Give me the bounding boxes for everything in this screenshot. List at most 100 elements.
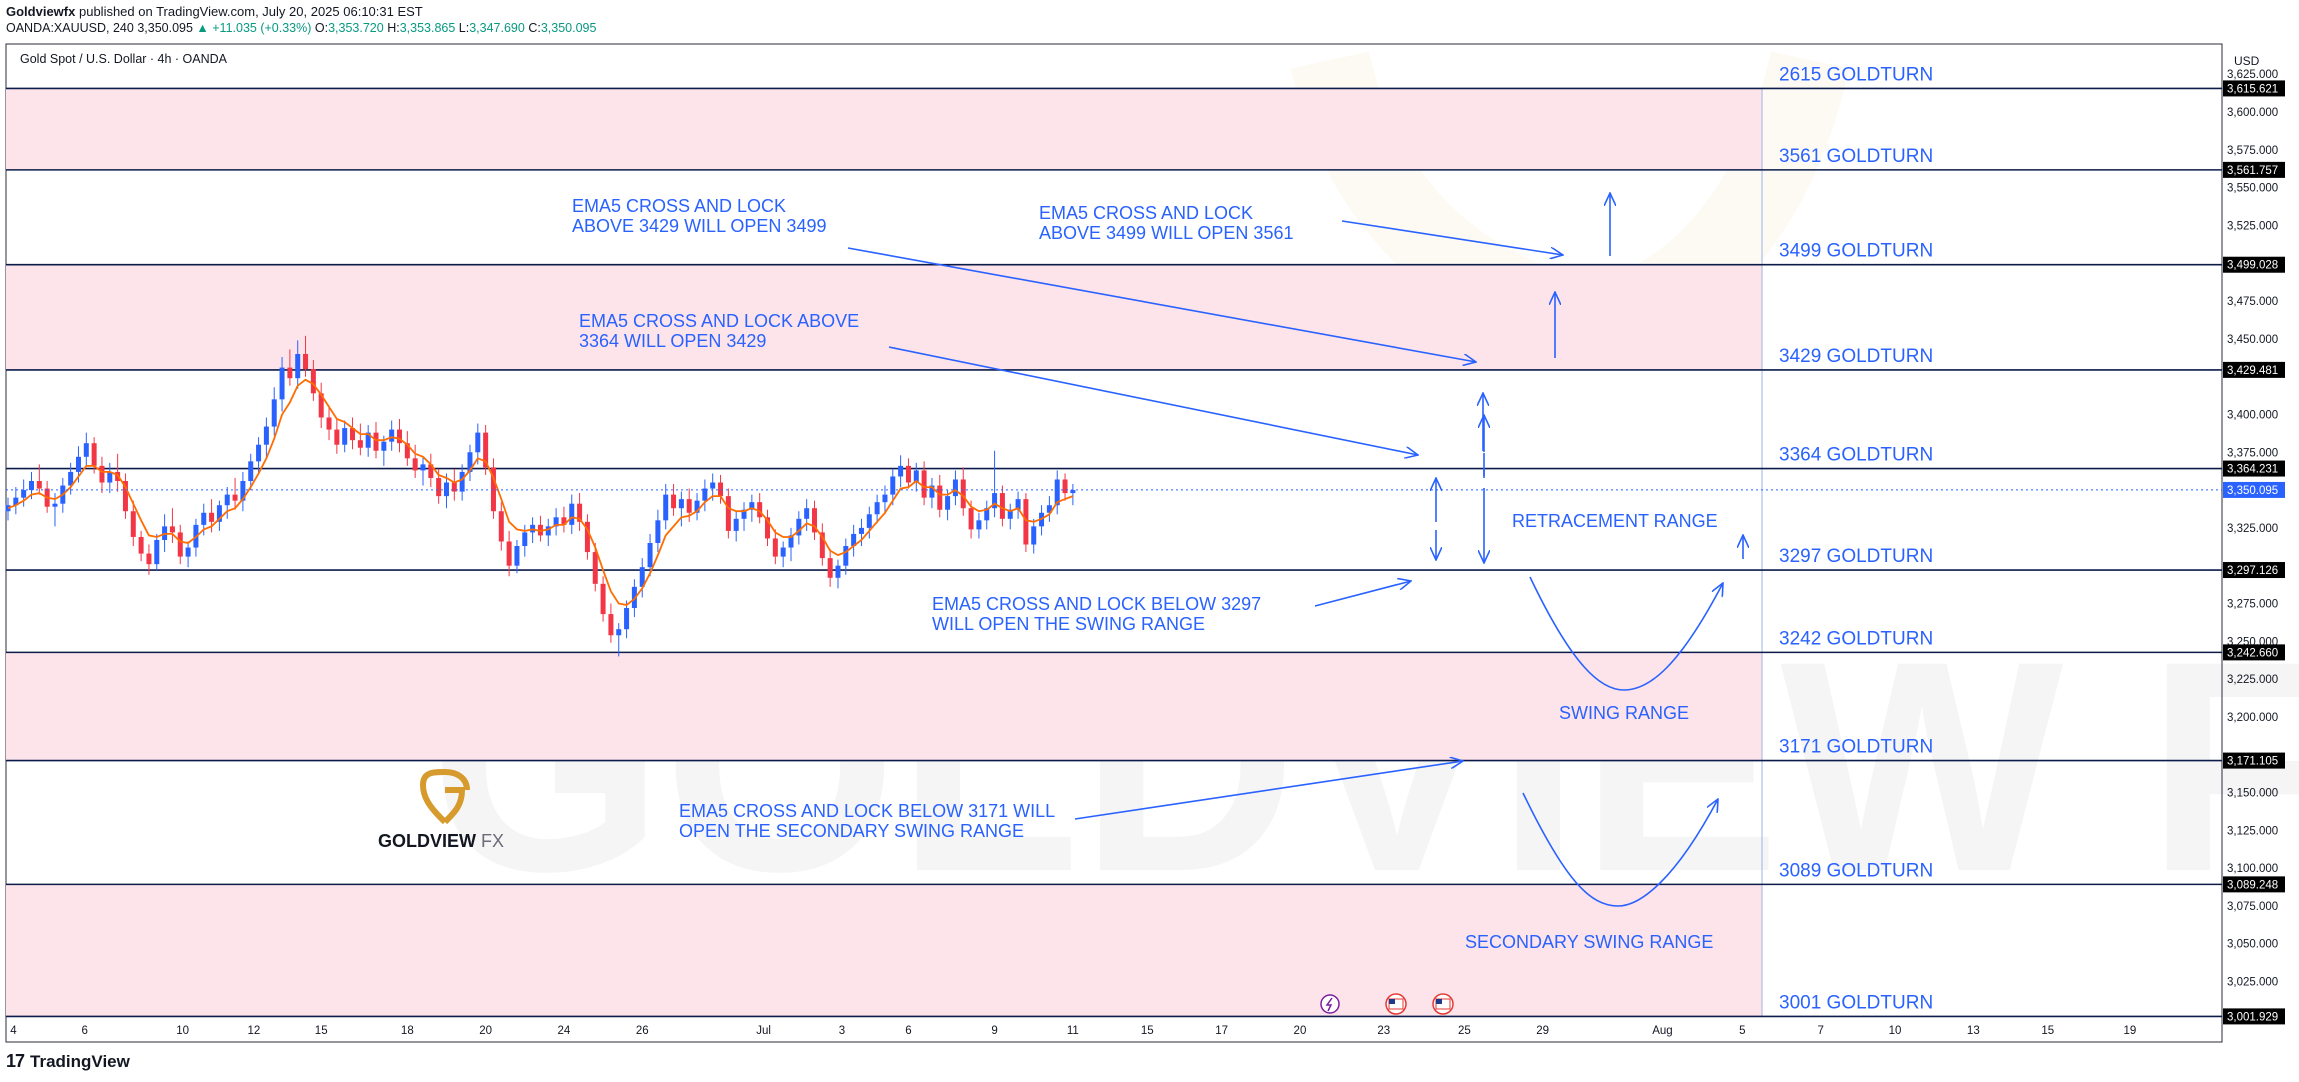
time-tick-label: 3 [839,1025,845,1037]
candle-body [921,470,927,498]
goldturn-label-7: 3171 GOLDTURN [1779,737,1933,758]
last-price: 3,350.095 [137,21,193,35]
goldturn-label-2: 3499 GOLDTURN [1779,241,1933,262]
candle-body [365,432,371,448]
time-tick-label: 17 [1215,1025,1228,1037]
arrow-to-3364 [888,346,1418,455]
time-tick-label: 13 [1967,1025,1980,1037]
candle-body [240,481,246,501]
lightning-event-icon[interactable] [1320,994,1340,1014]
time-tick-label: 15 [1141,1025,1154,1037]
goldturn-label-9: 3001 GOLDTURN [1779,992,1933,1013]
candle-body [169,526,175,533]
candle-body [91,443,97,466]
price-axis[interactable]: 3,625.000 3,600.000 3,575.000 3,550.000 3,52… [2227,69,2278,988]
time-tick-label: 20 [479,1025,492,1037]
candle-body [436,477,442,497]
candle-body [968,508,974,530]
time-tick-label: 6 [82,1025,88,1037]
level-price-tag-text-3: 3,429.481 [2227,365,2278,377]
candle-body [287,367,293,379]
candle-body [592,552,598,584]
candle-body [1007,509,1013,519]
secondary-swing-range-label: SECONDARY SWING RANGE [1465,932,1713,952]
price-tick-label: 3,075.000 [2227,901,2278,913]
tradingview-brand: TradingView [30,1051,130,1071]
candle-body [154,539,160,565]
candle-body [248,461,254,482]
candle-body [443,482,449,497]
candle-body [992,493,998,509]
candle-body [796,518,802,536]
time-tick-label: Aug [1652,1025,1672,1037]
goldturn-label-8: 3089 GOLDTURN [1779,860,1933,881]
candle-body [741,509,747,519]
tradingview-mark-icon: 17 [6,1051,25,1071]
candle-body [185,547,191,557]
time-tick-label: 29 [1536,1025,1549,1037]
candle-body [905,465,911,483]
candle-body [483,432,489,468]
candle-body [310,369,316,394]
candle-body [976,520,982,530]
candle-body [600,583,606,615]
high-label: H: [387,21,400,35]
annotation-above-3499: EMA5 CROSS AND LOCK ABOVE 3499 WILL OPEN … [1039,203,1293,243]
chart-header: Goldviewfx published on TradingView.com,… [6,3,596,37]
candle-body [522,532,528,547]
candle-body [326,417,332,430]
candle-body [216,505,222,522]
candle-body [68,471,74,486]
level-price-tag-3 [2223,361,2285,378]
candle-body [397,429,402,444]
candle-body [13,497,19,506]
swing-range-label: SWING RANGE [1559,703,1689,723]
time-tick-label: 10 [1889,1025,1902,1037]
flag-canton-icon-2 [1436,999,1442,1004]
candle-body [201,512,207,525]
level-price-tag-text-4: 3,364.231 [2227,464,2278,476]
candle-body [851,533,857,547]
level-price-tag-4 [2223,460,2285,477]
symbol-label[interactable]: OANDA:XAUUSD, 240 [6,21,134,35]
candles-layer [5,335,1076,657]
candle-body [663,494,669,521]
candle-body [514,546,520,566]
candle-body [256,444,262,462]
candle-body [780,547,786,557]
publisher-name[interactable]: Goldviewfx [6,4,76,19]
time-tick-label: 26 [636,1025,649,1037]
event-icons [1320,993,1454,1015]
candle-body [655,520,661,543]
candle-body [584,521,590,553]
goldturn-label-1: 3561 GOLDTURN [1779,146,1933,167]
level-price-tag-text-8: 3,089.248 [2227,879,2278,891]
time-axis[interactable]: 4 6 10 12 15 18 20 24 26 Jul 3 6 9 11 15 17 20 23 25 29 Aug 5… [10,1025,2136,1037]
annotation-below-3297: EMA5 CROSS AND LOCK BELOW 3297 WILL OPEN … [932,594,1261,634]
candle-body [232,494,238,501]
candle-body [835,565,841,578]
candle-body [389,429,395,442]
candle-body [569,503,575,525]
price-change: ▲ +11.035 (+0.33%) [196,21,312,35]
price-tick-label: 3,225.000 [2227,674,2278,686]
arrow-to-3171 [1074,761,1463,820]
close-value: 3,350.095 [540,21,597,35]
candle-body [1031,526,1037,545]
tradingview-logo[interactable]: 17 TradingView [6,1051,130,1072]
candle-body [5,505,11,512]
candle-body [702,488,708,501]
candle-body [984,508,990,521]
candle-body [937,485,943,510]
zone-0 [6,88,1762,170]
currency-label[interactable]: USD [2234,54,2260,68]
time-tick-label: 10 [176,1025,189,1037]
time-tick-label: 15 [315,1025,328,1037]
annotation-above-3364: EMA5 CROSS AND LOCK ABOVE 3364 WILL OPEN … [579,311,859,351]
candle-body [420,464,426,471]
price-tick-label: 3,550.000 [2227,183,2278,195]
candle-body [138,536,144,554]
level-price-tag-1 [2223,161,2285,178]
price-tick-label: 3,200.000 [2227,712,2278,724]
